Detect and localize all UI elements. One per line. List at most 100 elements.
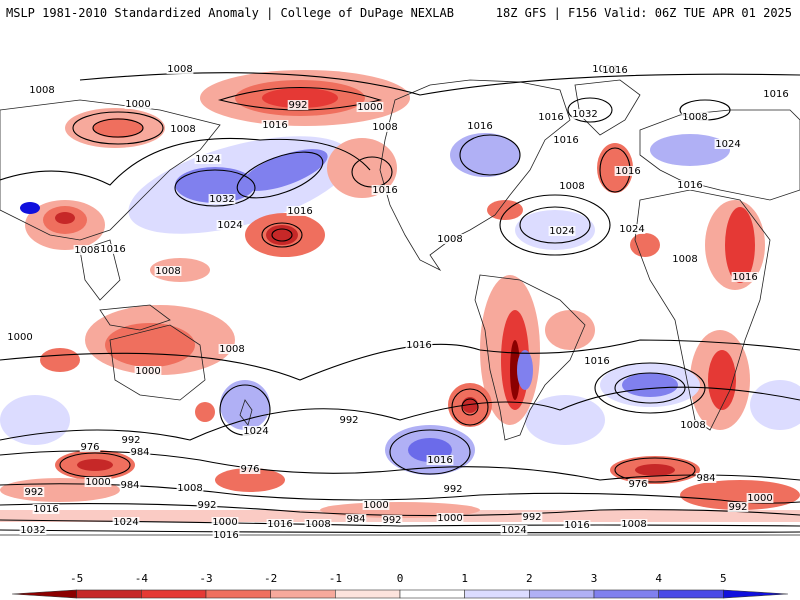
- contour-label: 1008: [437, 234, 462, 245]
- colorbar-tick-label: 1: [461, 572, 468, 585]
- contour-label-bg: [426, 455, 454, 465]
- contour-label-bg: [19, 525, 47, 535]
- colorbar-tick-label: -4: [135, 572, 149, 585]
- contour-label: 1008: [559, 181, 584, 192]
- contour-label: 1016: [287, 206, 312, 217]
- contour-label-bg: [212, 530, 240, 540]
- contour-label: 1000: [747, 493, 772, 504]
- contour-label-bg: [548, 226, 576, 236]
- contour-label-bg: [714, 139, 742, 149]
- colorbar-swatch: [658, 589, 724, 599]
- contour-label-bg: [746, 493, 774, 503]
- contour-label: 984: [130, 447, 149, 458]
- contour-label-bg: [405, 340, 433, 350]
- contour-label-bg: [129, 447, 151, 457]
- contour-label-bg: [762, 89, 790, 99]
- contour-label: 1008: [672, 254, 697, 265]
- contour-label: 976: [240, 464, 259, 475]
- contour-label: 992: [522, 512, 541, 523]
- contour-label: 1000: [437, 513, 462, 524]
- contour-label: 1008: [372, 122, 397, 133]
- contour-label: 1016: [427, 455, 452, 466]
- contour-label-bg: [287, 100, 309, 110]
- contour-label-bg: [563, 520, 591, 530]
- contour-label: 1000: [85, 477, 110, 488]
- contour-label: 992: [382, 515, 401, 526]
- contour-label-bg: [466, 121, 494, 131]
- colorbar-swatch: [335, 589, 401, 599]
- contour-label-bg: [695, 473, 717, 483]
- contour-label-bg: [239, 464, 261, 474]
- contour-label-bg: [120, 435, 142, 445]
- contour-label-bg: [216, 220, 244, 230]
- contour-label: 1008: [167, 64, 192, 75]
- contour-label-bg: [32, 504, 60, 514]
- contour-label-bg: [119, 480, 141, 490]
- colorbar-swatches: [11, 589, 789, 599]
- contour-label: 1008: [29, 85, 54, 96]
- contour-label: 1000: [357, 102, 382, 113]
- colorbar-swatch: [529, 589, 595, 599]
- contour-label-bg: [442, 484, 464, 494]
- contour-label-bg: [6, 332, 34, 342]
- contour-label: 1024: [549, 226, 574, 237]
- contour-label: 1016: [732, 272, 757, 283]
- colorbar-swatch: [593, 589, 659, 599]
- contour-label-bg: [124, 99, 152, 109]
- contour-label: 1016: [553, 135, 578, 146]
- contour-label-bg: [521, 512, 543, 522]
- contour-label-bg: [436, 234, 464, 244]
- contour-label: 992: [24, 487, 43, 498]
- contour-label: 1000: [135, 366, 160, 377]
- colorbar-tick-label: 2: [526, 572, 533, 585]
- colorbar-swatch: [270, 589, 336, 599]
- contour-label-bg: [112, 517, 140, 527]
- contour-label-bg: [356, 102, 384, 112]
- contour-label: 1024: [243, 426, 268, 437]
- contour-label-bg: [537, 112, 565, 122]
- contour-label-bg: [84, 477, 112, 487]
- contour-label: 976: [80, 442, 99, 453]
- model-valid-time: 18Z GFS | F156 Valid: 06Z TUE APR 01 202…: [495, 6, 792, 20]
- contour-label-bg: [345, 514, 367, 524]
- contour-label: 1024: [619, 224, 644, 235]
- contour-label-bg: [196, 500, 218, 510]
- contour-label: 1008: [155, 266, 180, 277]
- contour-label-bg: [242, 426, 270, 436]
- contour-label-bg: [176, 483, 204, 493]
- contour-label: 1024: [501, 525, 526, 536]
- contour-label-bg: [618, 224, 646, 234]
- contour-label: 1016: [267, 519, 292, 530]
- contour-label-bg: [620, 519, 648, 529]
- contour-label-bg: [362, 500, 390, 510]
- contour-label-bg: [194, 154, 222, 164]
- contour-label-bg: [681, 112, 709, 122]
- contour-label: 992: [443, 484, 462, 495]
- colorbar-swatch: [11, 589, 77, 599]
- contour-label: 1008: [74, 245, 99, 256]
- contour-labels: 1008 1008 1000 1008 1016 992 1000 1008 1016 1024 1…: [6, 64, 790, 541]
- colorbar-tick-label: 0: [397, 572, 404, 585]
- contour-label-bg: [211, 517, 239, 527]
- contour-label: 1008: [219, 344, 244, 355]
- contour-label: 1032: [209, 194, 234, 205]
- contour-label-bg: [261, 120, 289, 130]
- contour-label: 1016: [564, 520, 589, 531]
- contour-label: 1016: [372, 185, 397, 196]
- colorbar-tick-label: -3: [199, 572, 212, 585]
- colorbar-tick-label: 3: [591, 572, 598, 585]
- contour-label: 1016: [677, 180, 702, 191]
- contour-label: 1016: [262, 120, 287, 131]
- contour-label-bg: [500, 525, 528, 535]
- contour-label: 992: [339, 415, 358, 426]
- contour-label: 1008: [170, 124, 195, 135]
- contour-label: 1000: [212, 517, 237, 528]
- contour-label-bg: [169, 124, 197, 134]
- colorbar-swatch: [76, 589, 142, 599]
- contour-label: 976: [628, 479, 647, 490]
- contour-label: 1008: [621, 519, 646, 530]
- anomaly-shading: [0, 70, 800, 522]
- contour-label: 1032: [572, 109, 597, 120]
- contour-label: 984: [696, 473, 715, 484]
- contour-label: 1016: [584, 356, 609, 367]
